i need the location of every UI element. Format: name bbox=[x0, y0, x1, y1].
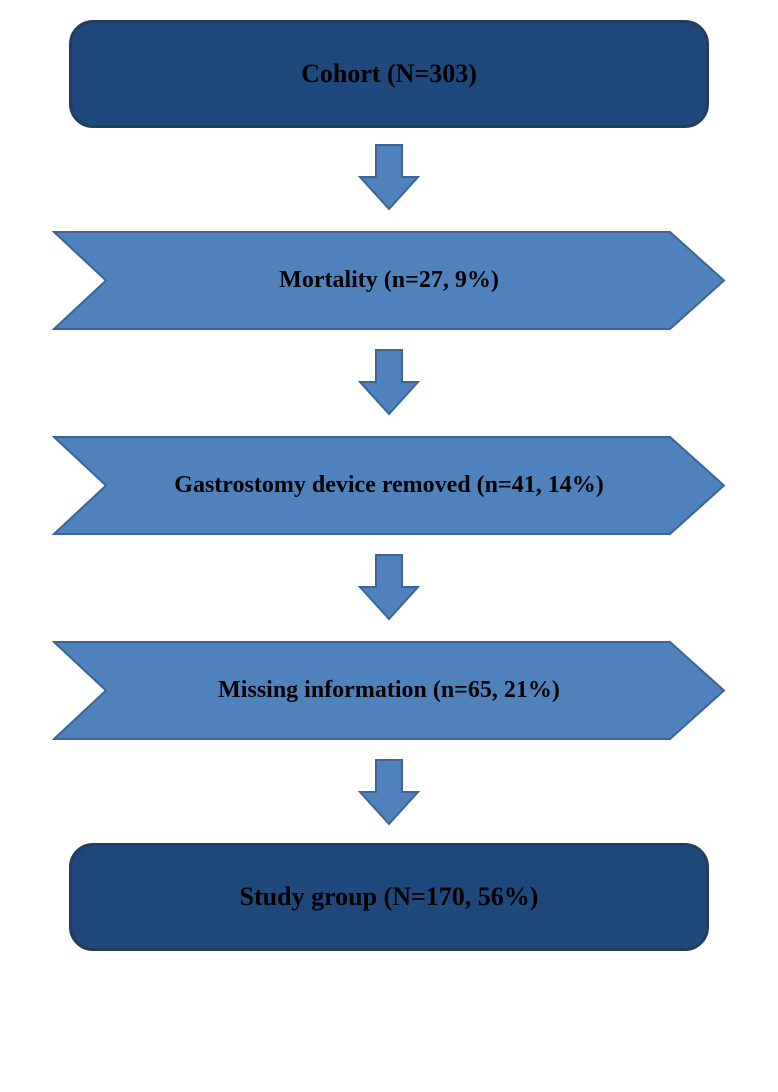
mortality-band: Mortality (n=27, 9%) bbox=[50, 228, 728, 333]
gastrostomy-label: Gastrostomy device removed (n=41, 14%) bbox=[174, 472, 603, 499]
down-arrow-3 bbox=[354, 553, 424, 623]
mortality-label: Mortality (n=27, 9%) bbox=[279, 267, 499, 294]
down-arrow-2 bbox=[354, 348, 424, 418]
study-group-box: Study group (N=170, 56%) bbox=[69, 843, 709, 951]
gastrostomy-band: Gastrostomy device removed (n=41, 14%) bbox=[50, 433, 728, 538]
flowchart-container: Cohort (N=303) Mortality (n=27, 9%) Gast… bbox=[50, 20, 728, 951]
down-arrow-icon bbox=[360, 145, 418, 209]
missing-info-band: Missing information (n=65, 21%) bbox=[50, 638, 728, 743]
missing-info-label: Missing information (n=65, 21%) bbox=[218, 677, 560, 704]
down-arrow-4 bbox=[354, 758, 424, 828]
cohort-box: Cohort (N=303) bbox=[69, 20, 709, 128]
down-arrow-icon bbox=[360, 350, 418, 414]
down-arrow-icon bbox=[360, 555, 418, 619]
down-arrow-1 bbox=[354, 143, 424, 213]
cohort-label: Cohort (N=303) bbox=[301, 59, 477, 89]
down-arrow-icon bbox=[360, 760, 418, 824]
study-group-label: Study group (N=170, 56%) bbox=[240, 882, 539, 912]
